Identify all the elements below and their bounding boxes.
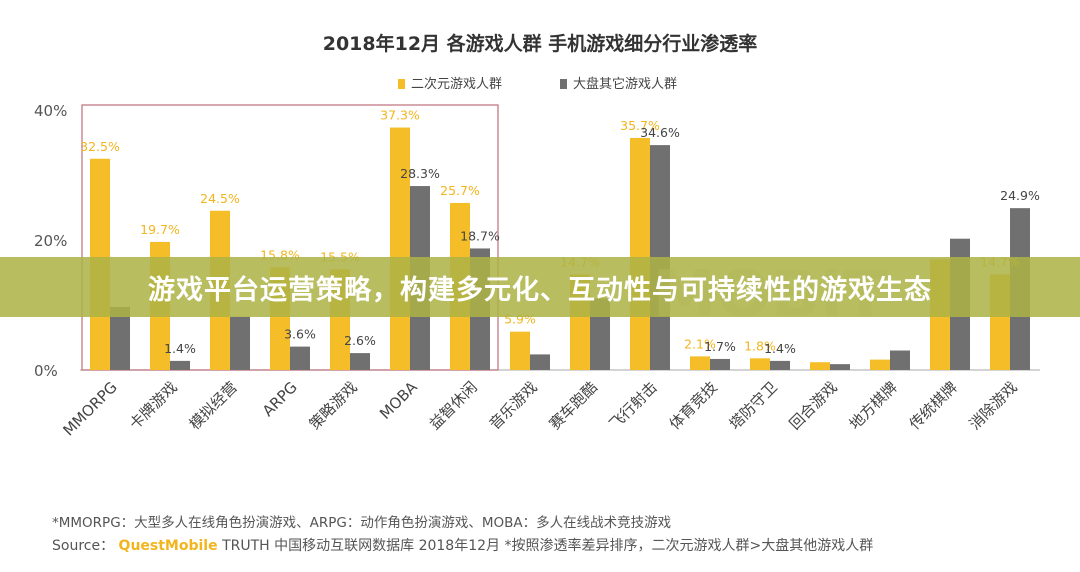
data-label: 1.8% [744, 338, 776, 353]
source-detail: TRUTH 中国移动互联网数据库 2018年12月 *按照渗透率差异排序，二次元… [222, 538, 874, 554]
bar-acg-12 [750, 358, 770, 370]
chart-legend: 二次元游戏人群 大盘其它游戏人群 [398, 76, 677, 92]
bar-other-11 [710, 358, 730, 370]
x-tick-label: 卡牌游戏 [126, 378, 181, 433]
data-label: 2.6% [344, 333, 376, 348]
chart-x-tick-labels: MMORPG 卡牌游戏 模拟经营 ARPG 策略游戏 MOBA 益智休闲 音乐游戏 赛车跑酷 飞行… [59, 378, 1020, 440]
x-tick-label: 消除游戏 [966, 378, 1021, 433]
bar-acg-6 [390, 127, 410, 370]
bar-other-4 [290, 346, 310, 370]
legend-label-1: 二次元游戏人群 [411, 76, 502, 92]
data-label: 34.6% [640, 125, 680, 140]
x-tick-label: 模拟经营 [186, 378, 241, 433]
x-tick-label: 体育竞技 [666, 378, 721, 433]
bar-other-1 [110, 306, 130, 370]
data-label: 1.4% [764, 341, 796, 356]
chart-axes: 0% 20% 40% [34, 102, 1040, 380]
footnote-source: Source： QuestMobile TRUTH 中国移动互联网数据库 201… [52, 535, 873, 555]
chart-title: 2018年12月 各游戏人群 手机游戏细分行业渗透率 [323, 32, 758, 55]
article-title-text: 游戏平台运营策略，构建多元化、互动性与可持续性的游戏生态 [148, 274, 932, 306]
article-title-banner: 游戏平台运营策略，构建多元化、互动性与可持续性的游戏生态 [0, 257, 1080, 317]
legend-swatch-1 [398, 79, 405, 89]
x-tick-label: 地方棋牌 [846, 378, 901, 433]
x-tick-label: MMORPG [59, 378, 120, 439]
data-label: 24.5% [200, 191, 240, 206]
source-brand: QuestMobile [118, 538, 218, 554]
data-label: 1.4% [164, 341, 196, 356]
chart-bars [90, 127, 1030, 370]
bar-acg-11 [690, 356, 710, 370]
bar-other-8 [530, 354, 550, 370]
footnote-definitions: *MMORPG：大型多人在线角色扮演游戏、ARPG：动作角色扮演游戏、MOBA：… [52, 515, 672, 531]
data-label: 3.6% [284, 327, 316, 342]
x-tick-label: ARPG [259, 378, 301, 420]
legend-label-2: 大盘其它游戏人群 [573, 76, 677, 92]
data-label: 1.7% [704, 339, 736, 354]
source-prefix: Source： [52, 538, 115, 554]
x-tick-label: 策略游戏 [306, 378, 361, 433]
bar-acg-10 [630, 137, 650, 370]
bar-other-3 [230, 316, 250, 370]
data-label: 24.9% [1000, 188, 1040, 203]
x-tick-label: MOBA [376, 378, 421, 423]
bar-other-2 [170, 360, 190, 370]
data-label: 37.3% [380, 108, 420, 123]
x-tick-label: 回合游戏 [786, 378, 841, 433]
bar-acg-8 [510, 331, 530, 370]
data-label: 28.3% [400, 166, 440, 181]
x-tick-label: 益智休闲 [426, 378, 481, 433]
bar-acg-14 [870, 359, 890, 370]
x-tick-label: 传统棋牌 [906, 378, 961, 433]
x-tick-label: 塔防守卫 [726, 378, 781, 433]
x-tick-label: 飞行射击 [606, 378, 661, 433]
data-label: 32.5% [80, 139, 120, 154]
data-label: 18.7% [460, 228, 500, 243]
bar-other-14 [890, 350, 910, 370]
y-tick-label: 0% [34, 362, 58, 380]
bar-other-12 [770, 360, 790, 370]
x-tick-label: 赛车跑酷 [546, 378, 601, 433]
y-tick-label: 20% [34, 232, 67, 250]
bar-other-13 [830, 364, 850, 370]
data-label: 2.1% [684, 336, 716, 351]
bar-other-5 [350, 353, 370, 370]
x-tick-label: 音乐游戏 [486, 378, 541, 433]
data-label: 25.7% [440, 183, 480, 198]
legend-swatch-2 [560, 79, 567, 89]
data-label: 35.7% [620, 118, 660, 133]
bar-acg-13 [810, 362, 830, 370]
data-label: 19.7% [140, 222, 180, 237]
y-tick-label: 40% [34, 102, 67, 120]
